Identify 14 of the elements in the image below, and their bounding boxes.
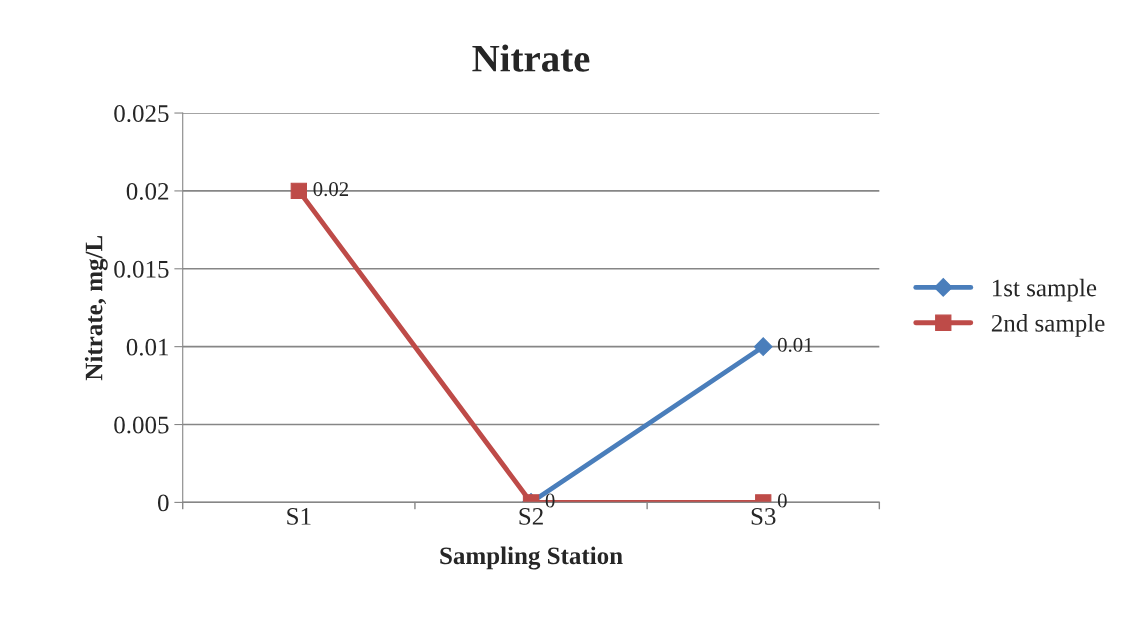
y-tick-label: 0.015 [114,260,169,278]
y-axis-title: Nitrate, mg/L [84,235,108,381]
x-tick-label: S2 [519,508,543,525]
legend-label: 1st sample [992,278,1097,302]
y-tick-label: 0.025 [114,105,169,123]
y-tick-label: 0.005 [114,416,169,434]
y-tick-label: 0 [157,494,169,512]
y-tick-label: 0.02 [126,182,169,200]
x-tick-label: S3 [751,508,776,525]
legend-label: 2nd sample [991,314,1105,337]
x-axis-title: Sampling Station [440,546,623,570]
y-tick-label: 0.01 [126,338,169,356]
x-tick-label: S1 [287,508,311,525]
chart-title: Nitrate [472,44,590,72]
